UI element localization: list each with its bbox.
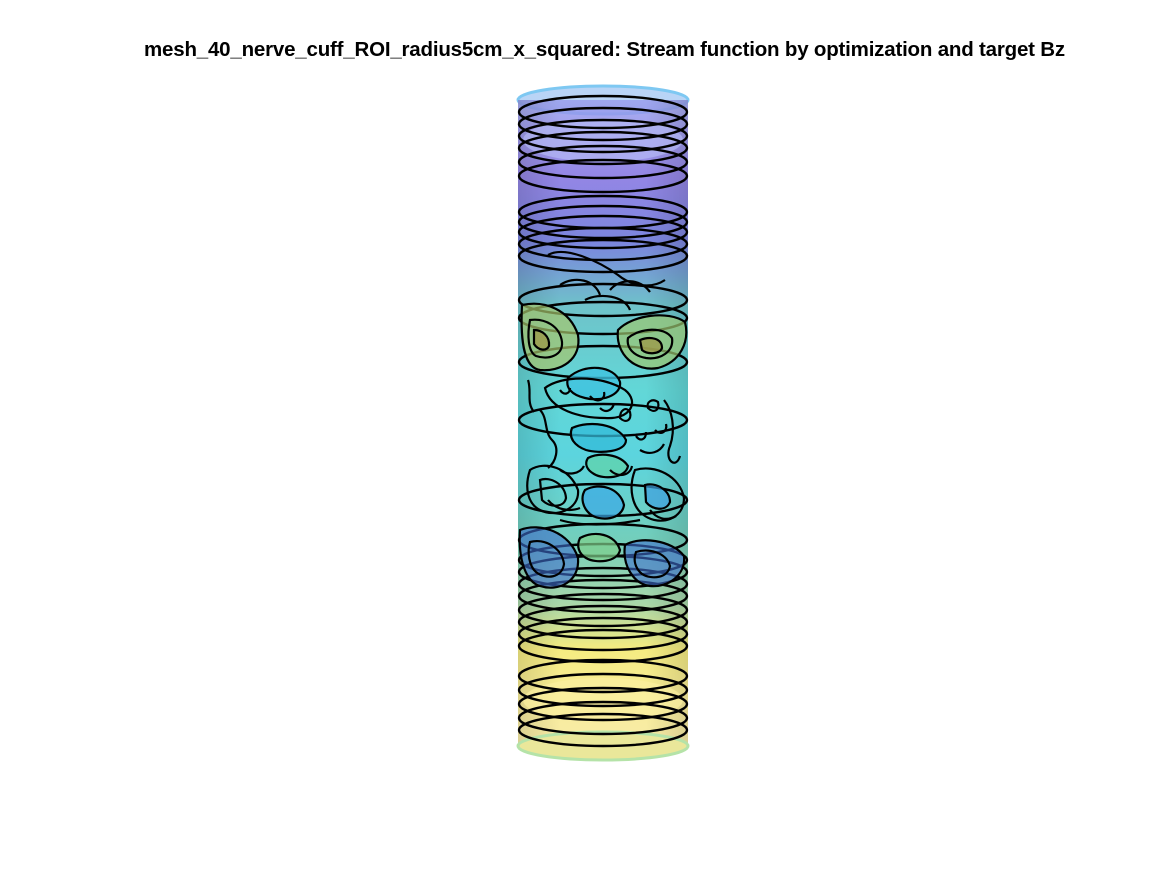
contour-center-upper bbox=[566, 366, 622, 401]
ring-contour bbox=[517, 592, 689, 628]
ring-contour bbox=[517, 214, 689, 250]
ring-contour bbox=[517, 700, 689, 736]
ring-contour bbox=[517, 672, 689, 708]
ring-contour bbox=[517, 712, 689, 748]
ring-contour bbox=[517, 604, 689, 640]
ring-contour bbox=[517, 658, 689, 694]
figure-title: mesh_40_nerve_cuff_ROI_radius5cm_x_squar… bbox=[144, 38, 1065, 61]
contour-center-middle bbox=[569, 422, 628, 453]
ring-contour bbox=[517, 118, 689, 154]
ring-contour bbox=[517, 106, 689, 142]
ring-contour bbox=[517, 144, 689, 180]
ring-contour bbox=[517, 226, 689, 262]
blob-contours bbox=[518, 250, 688, 589]
ring-contours bbox=[517, 94, 689, 748]
ring-contour bbox=[517, 238, 689, 274]
ring-contour bbox=[517, 204, 689, 240]
ring-contour bbox=[517, 628, 689, 664]
ring-contour bbox=[517, 300, 689, 336]
ring-contour bbox=[517, 282, 689, 318]
ring-contour bbox=[517, 578, 689, 614]
ring-contour bbox=[517, 158, 689, 194]
ring-contour bbox=[517, 130, 689, 166]
contour-lobe-lower-left bbox=[518, 526, 580, 589]
ring-contour bbox=[517, 686, 689, 722]
ring-contour bbox=[517, 94, 689, 130]
ring-contour bbox=[517, 566, 689, 602]
ring-contour bbox=[517, 616, 689, 652]
